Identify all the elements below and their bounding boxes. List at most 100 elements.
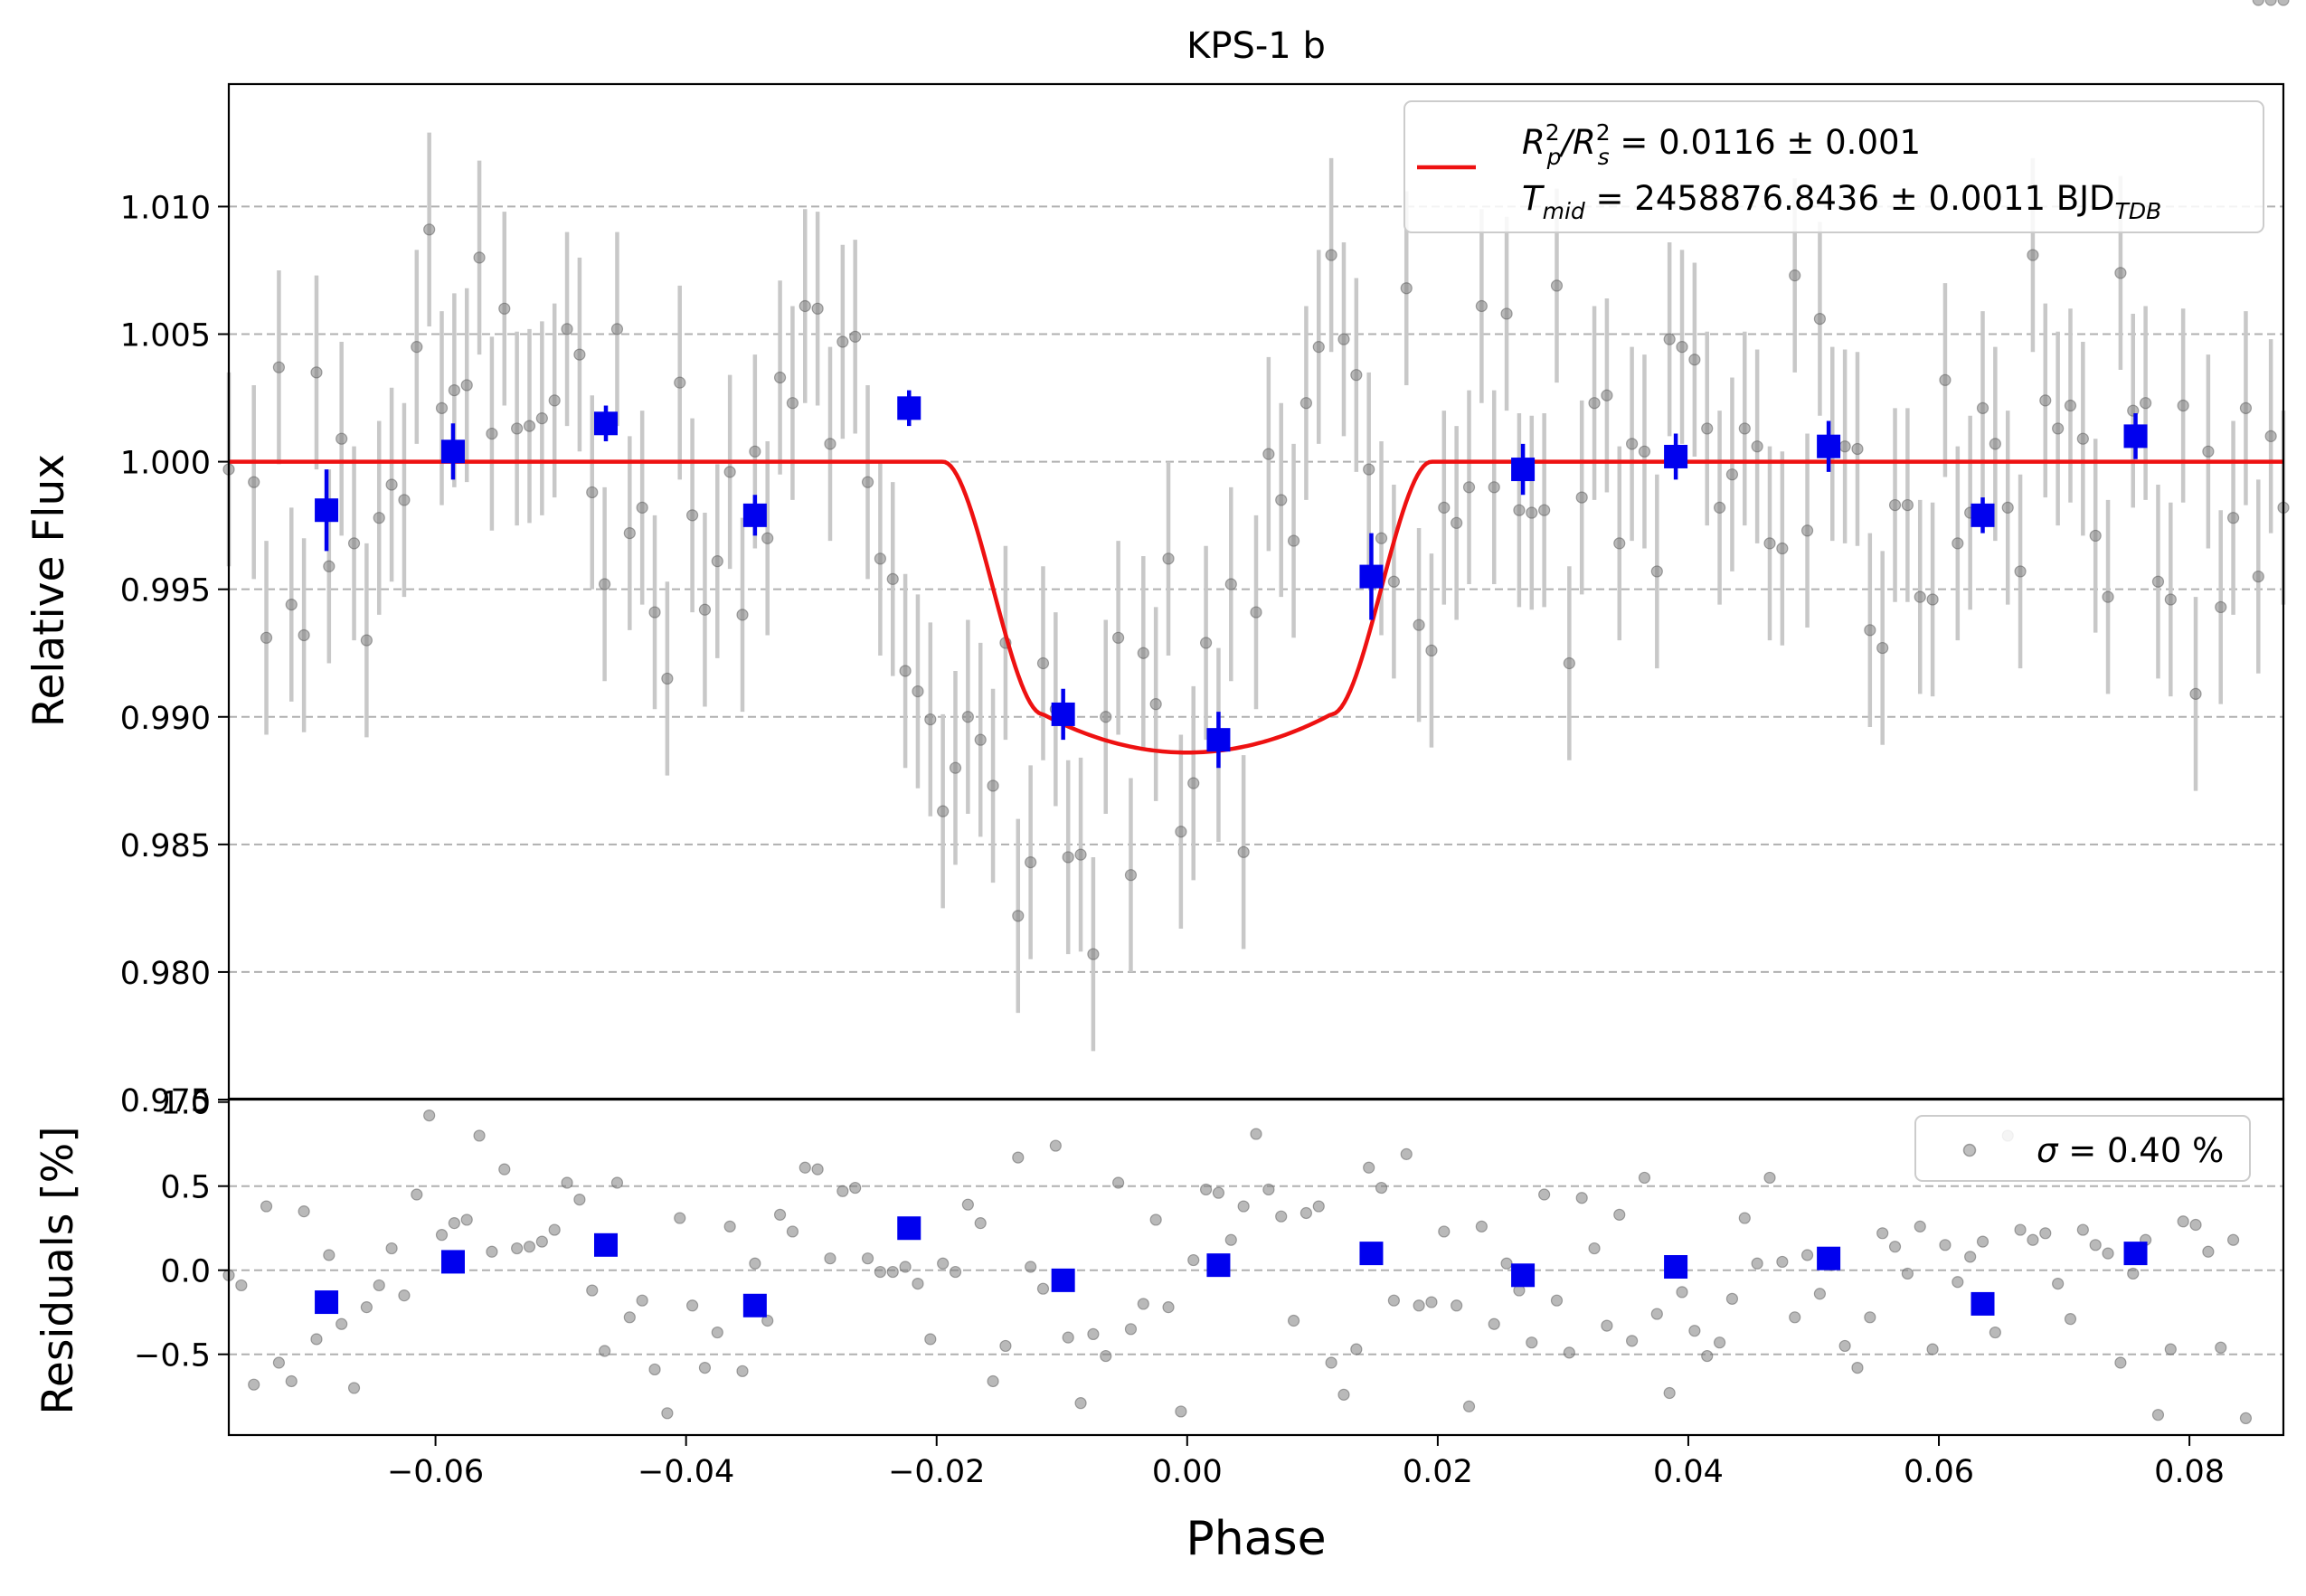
bottom-y-tick-label: 0.0 [160, 1254, 211, 1290]
raw-point [435, 401, 449, 414]
residual-point [1964, 1251, 1977, 1263]
residual-point [1462, 1400, 1476, 1412]
residual-point [1538, 1188, 1551, 1201]
raw-point [874, 552, 886, 565]
residual-point [1162, 1301, 1175, 1314]
raw-point [1738, 422, 1751, 435]
residual-point [1650, 1308, 1663, 1320]
raw-point [886, 572, 899, 585]
raw-point [2114, 267, 2127, 279]
raw-point [1939, 373, 1952, 386]
residual-point [486, 1245, 498, 1258]
residual-point [999, 1339, 1012, 1353]
raw-point [1976, 401, 1989, 414]
raw-point [336, 432, 348, 445]
residual-point [711, 1326, 723, 1339]
raw-point [486, 427, 498, 440]
raw-point [1601, 389, 1613, 401]
residual-point [773, 1208, 787, 1221]
residual-point [937, 1257, 950, 1270]
raw-point [773, 371, 787, 384]
legend-rp-sub: p [1546, 144, 1562, 170]
residual-point [1789, 1311, 1801, 1324]
residual-point [2127, 1267, 2140, 1280]
raw-point [561, 323, 573, 335]
residual-point [1175, 1405, 1187, 1418]
raw-point [2001, 501, 2014, 514]
top-panel-binned-points [315, 390, 2148, 769]
raw-point [1387, 575, 1400, 588]
raw-point [2202, 445, 2215, 458]
raw-point [1375, 532, 1388, 544]
raw-point [811, 302, 824, 315]
residual-point [1488, 1317, 1500, 1330]
raw-point [1413, 619, 1425, 631]
raw-point [1613, 537, 1626, 550]
raw-point [1813, 312, 1827, 326]
raw-point [1488, 481, 1500, 494]
residual-point [1713, 1336, 1726, 1349]
raw-point [1864, 624, 1876, 637]
raw-point [1149, 698, 1162, 711]
residual-point [373, 1279, 385, 1292]
residual-point [1939, 1239, 1952, 1251]
binned-residual-point [1359, 1242, 1384, 1266]
top-y-axis-label: Relative Flux [24, 454, 74, 727]
raw-point [2215, 600, 2227, 614]
legend-sigma-symbol: σ [2037, 1131, 2059, 1170]
residual-point [1425, 1296, 1438, 1308]
residual-point [1287, 1314, 1300, 1327]
raw-point [1124, 869, 1138, 882]
raw-point [761, 532, 774, 544]
raw-point [648, 606, 661, 619]
top-y-tick-label: 0.975 [120, 1083, 211, 1119]
residual-point [2164, 1343, 2177, 1355]
legend-tdb-sub: TDB [2115, 198, 2162, 224]
raw-point [1451, 516, 1463, 529]
residual-point [674, 1212, 686, 1224]
raw-point [1851, 442, 1864, 456]
raw-point [1876, 641, 1889, 655]
binned-residual-point [742, 1293, 767, 1317]
residual-point [535, 1235, 548, 1248]
raw-point [2164, 593, 2177, 606]
raw-point [661, 672, 674, 685]
residual-point [2089, 1239, 2102, 1251]
residual-point [272, 1356, 286, 1369]
raw-point [1350, 369, 1363, 382]
residual-point [849, 1181, 862, 1195]
residual-point [1701, 1349, 1714, 1363]
raw-point [1162, 552, 1175, 565]
residual-point [347, 1382, 361, 1394]
residual-point [1613, 1208, 1626, 1221]
raw-point [411, 341, 423, 354]
residual-point [398, 1289, 411, 1302]
residual-point [1738, 1212, 1751, 1224]
raw-point [460, 379, 473, 392]
residual-point [2226, 1233, 2240, 1246]
residual-point [1813, 1288, 1827, 1300]
legend-tmid-base: T [1522, 179, 1545, 218]
raw-point [248, 476, 260, 488]
residual-point [1237, 1200, 1250, 1213]
top-y-tick-label: 1.000 [120, 446, 211, 482]
legend-sigma: σ = 0.40 % [2037, 1131, 2224, 1170]
raw-point [899, 665, 912, 677]
raw-point [323, 560, 336, 572]
residual-point [2277, 0, 2290, 6]
residual-point [523, 1241, 536, 1253]
legend-rs-base: /R [1559, 123, 1596, 162]
residual-point [385, 1242, 398, 1255]
raw-point [1175, 826, 1187, 838]
residual-point [1588, 1242, 1601, 1255]
raw-point [1062, 851, 1074, 864]
raw-point [674, 376, 686, 389]
raw-point [473, 251, 486, 264]
raw-point [1287, 534, 1300, 547]
raw-point [1100, 711, 1112, 723]
binned-point [315, 498, 339, 523]
raw-point [836, 335, 849, 348]
raw-point [1713, 501, 1726, 514]
residual-point [2014, 1223, 2027, 1236]
